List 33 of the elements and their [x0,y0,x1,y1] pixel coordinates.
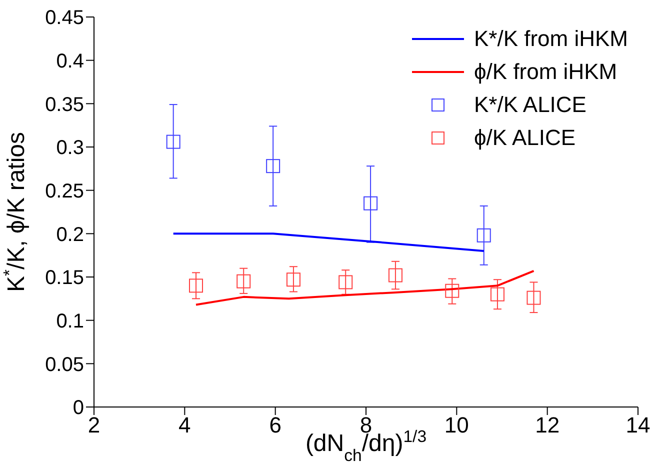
point [189,278,203,293]
point [236,274,251,288]
point [338,275,353,290]
y-tick-label: 0.35 [45,94,84,116]
x-tick-label: 10 [444,412,469,438]
y-tick-label: 0.3 [56,137,84,160]
y-tick-label: 0.15 [45,267,84,290]
x-tick-label: 2 [88,412,100,438]
point [490,287,504,302]
y-tick-label: 0.2 [56,224,84,246]
y-tick-label: 0.25 [45,180,84,202]
line-series [195,270,535,306]
x-tick-label: 12 [535,412,560,438]
x-tick-label: 6 [269,412,282,438]
x-tick-label: 4 [178,412,191,438]
y-tick-label: 0.4 [56,50,84,72]
point [388,268,402,282]
y-tick-label: 0 [72,397,84,420]
y-tick-label: 0.45 [45,7,84,30]
legend-label: K*/K from iHKM [474,26,628,52]
y-tick-label: 0.05 [45,354,84,376]
point [526,290,541,305]
x-tick-label: 14 [626,412,650,438]
point [266,159,280,174]
point [364,196,378,210]
legend-label: ϕ/K ALICE [474,124,576,150]
legend-label: ϕ/K from iHKM [474,58,618,84]
y-tick-label: 0.1 [56,310,84,332]
point [166,134,180,149]
point [286,272,300,287]
point [476,228,491,242]
point [445,284,460,298]
legend-label: K*/K ALICE [474,92,586,118]
